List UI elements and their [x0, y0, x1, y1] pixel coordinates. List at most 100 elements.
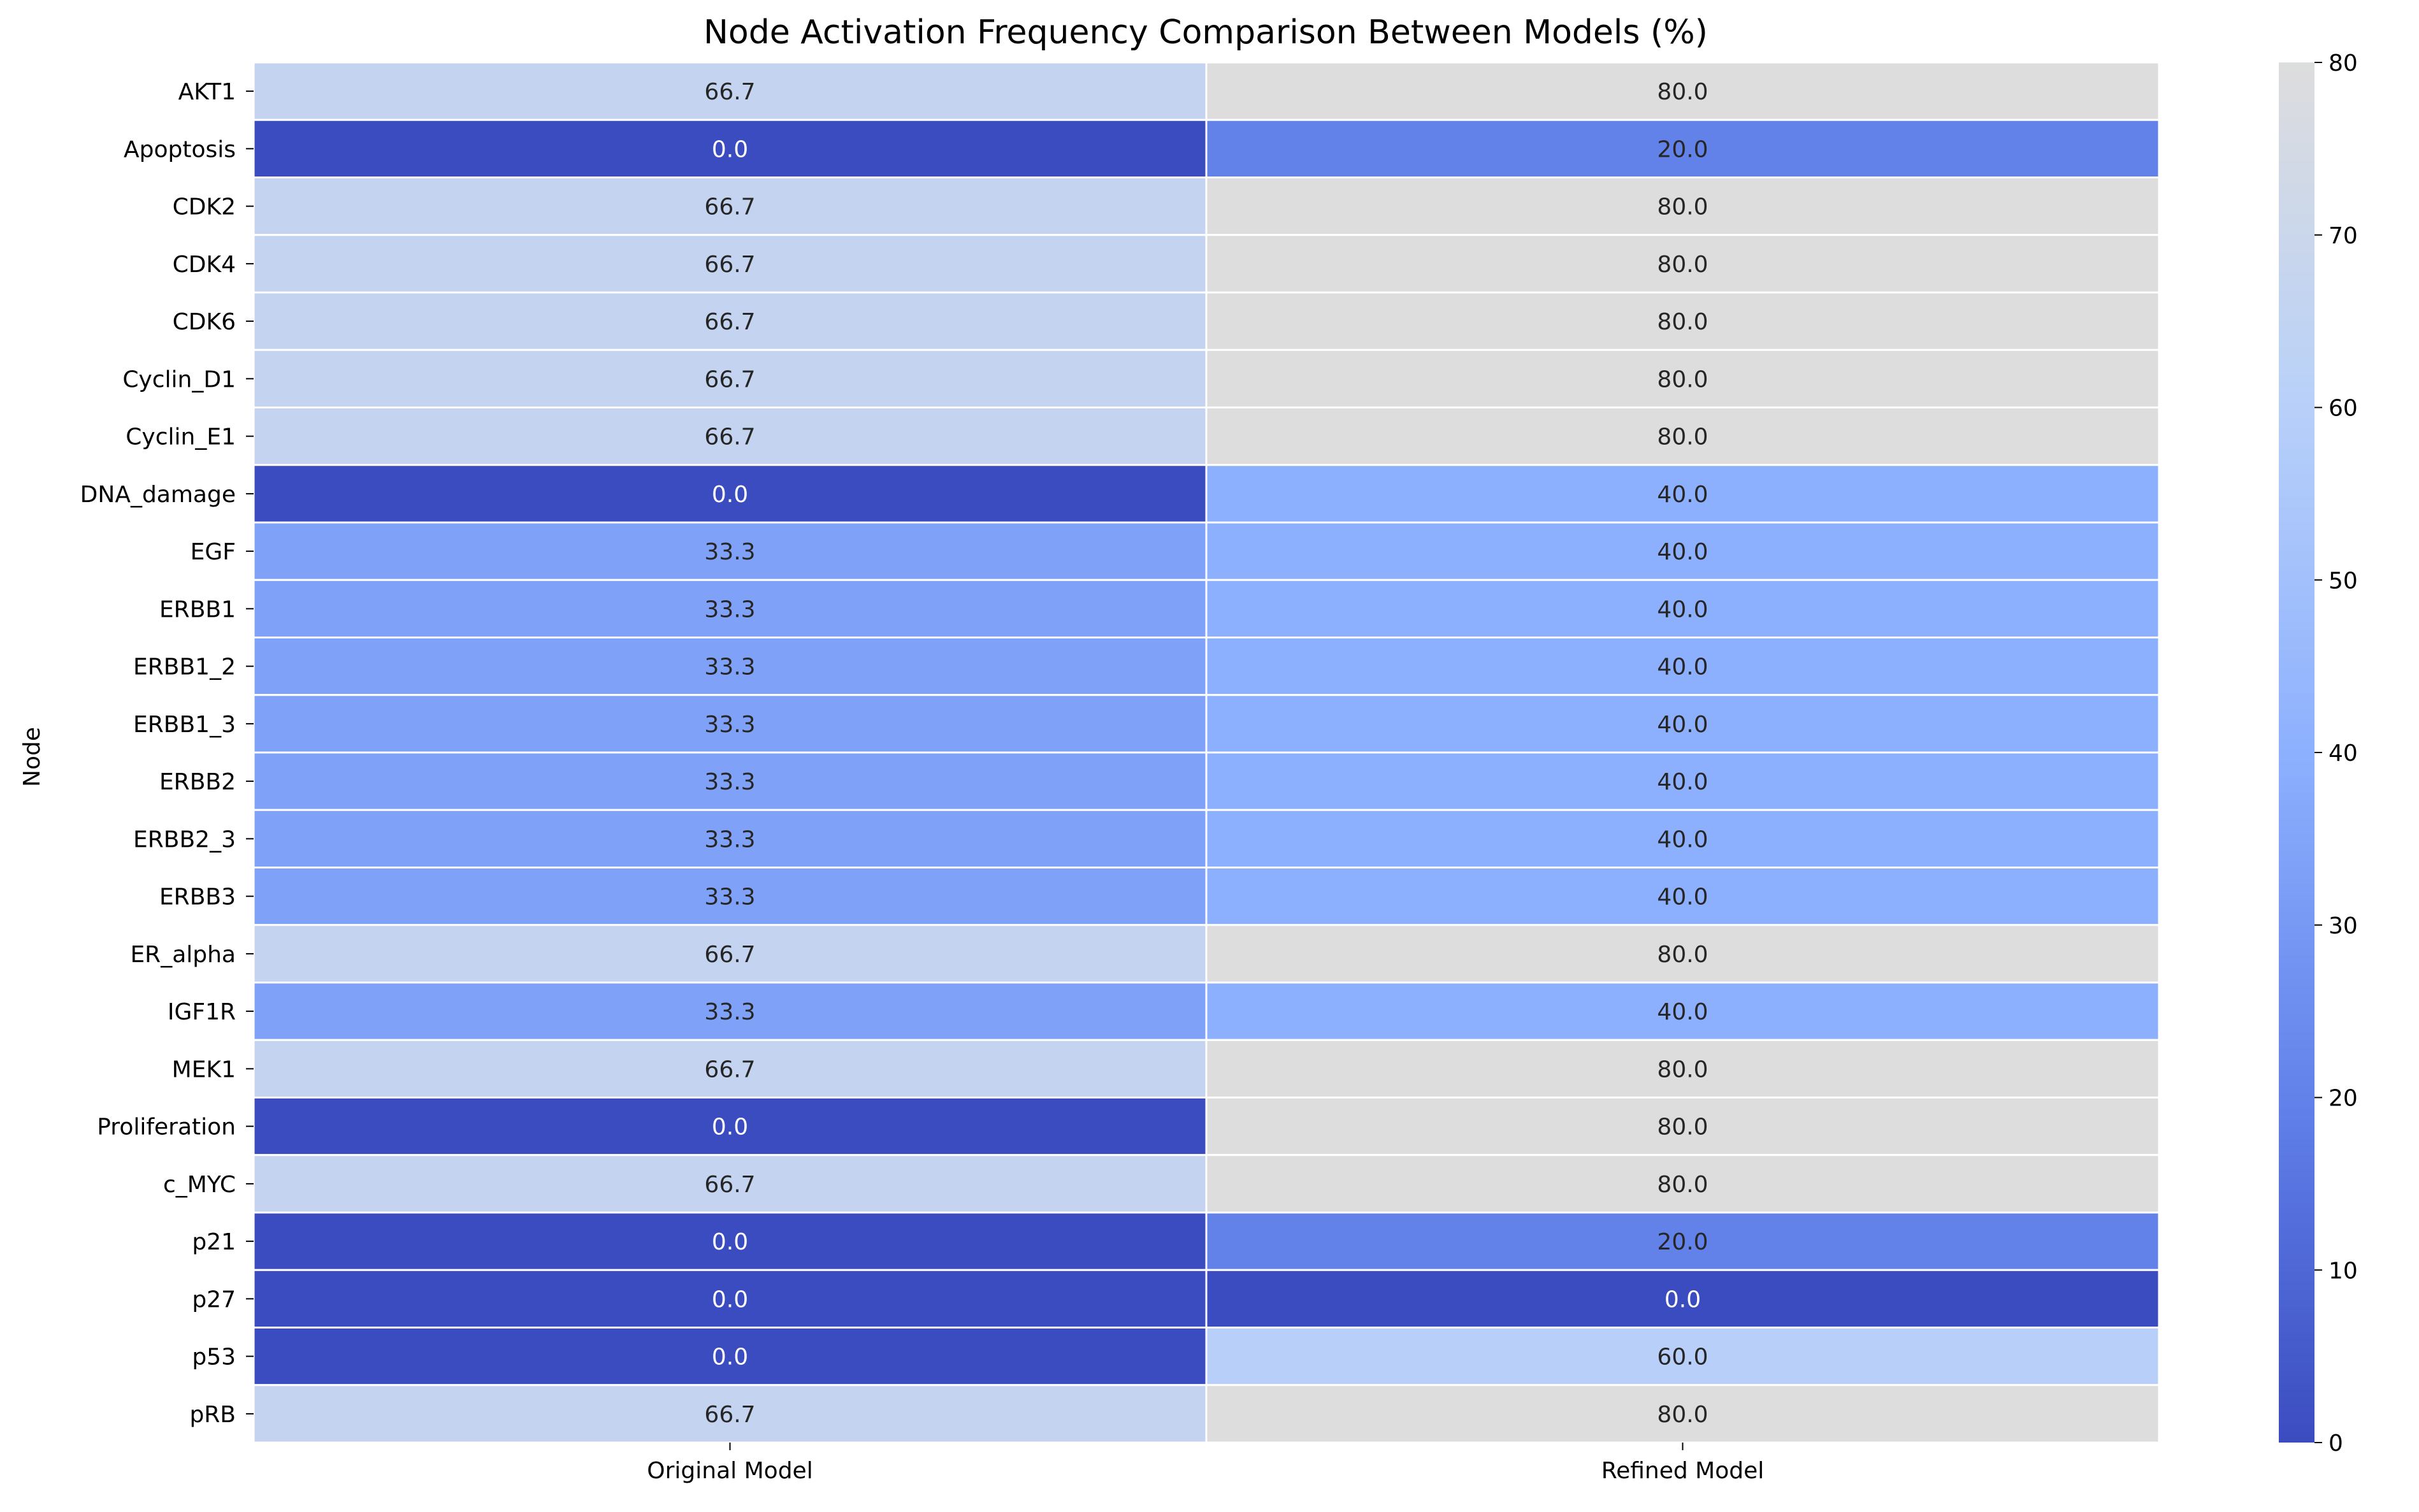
- cell-value-label: 40.0: [1657, 999, 1708, 1025]
- cell-value-label: 40.0: [1657, 596, 1708, 623]
- cell-value-label: 66.7: [704, 1056, 755, 1083]
- x-tick-labels: Original Model Refined Model: [647, 1443, 1764, 1484]
- cell-value-label: 66.7: [704, 252, 755, 278]
- cell-value-label: 0.0: [712, 482, 748, 508]
- y-tick-label: ERBB2_3: [133, 826, 236, 853]
- cell-value-label: 40.0: [1657, 884, 1708, 911]
- cell-value-label: 66.7: [704, 942, 755, 968]
- y-tick-label: IGF1R: [168, 999, 236, 1025]
- y-tick-label: CDK4: [173, 252, 236, 278]
- cell-value-label: 33.3: [704, 769, 755, 795]
- cell-value-label: 33.3: [704, 539, 755, 565]
- y-tick-label: Apoptosis: [124, 136, 236, 162]
- x-tick-label: Original Model: [647, 1458, 812, 1484]
- cell-annotations: 66.7 80.0 0.0 20.0 66.7 80.0 66.7 80.0 66.7 80.0 6…: [704, 79, 1708, 1428]
- cell-value-label: 40.0: [1657, 482, 1708, 508]
- cell-value-label: 80.0: [1657, 366, 1708, 392]
- heatmap-cell: [252, 119, 1208, 178]
- heatmap-cell: [252, 579, 1208, 638]
- heatmap-cell: [252, 1097, 1208, 1156]
- heatmap-cell: [1205, 1384, 2160, 1444]
- y-tick-label: ER_alpha: [130, 942, 236, 968]
- y-tick-label: DNA_damage: [80, 482, 236, 508]
- cell-value-label: 40.0: [1657, 769, 1708, 795]
- cell-value-label: 66.7: [704, 1402, 755, 1428]
- y-tick-label: CDK6: [173, 309, 236, 335]
- y-tick-label: Cyclin_E1: [126, 424, 236, 450]
- cell-value-label: 0.0: [712, 1229, 748, 1255]
- colorbar-tick-label: 60: [2329, 396, 2358, 422]
- heatmap-cells: [252, 61, 2160, 1444]
- colorbar: 0 10 20 30 40 50 60 70 80: [2279, 50, 2358, 1457]
- heatmap-cell: [1205, 579, 2160, 638]
- cell-value-label: 40.0: [1657, 654, 1708, 680]
- heatmap-cell: [252, 809, 1208, 868]
- heatmap-cell: [252, 867, 1208, 926]
- y-tick-label: Proliferation: [97, 1114, 236, 1141]
- cell-value-label: 80.0: [1657, 252, 1708, 278]
- cell-value-label: 80.0: [1657, 424, 1708, 450]
- cell-value-label: 0.0: [1664, 1286, 1701, 1313]
- heatmap-cell: [1205, 809, 2160, 868]
- y-tick-label: ERBB3: [159, 884, 236, 911]
- heatmap-cell: [1205, 291, 2160, 351]
- heatmap-cell: [1205, 521, 2160, 581]
- cell-value-label: 80.0: [1657, 942, 1708, 968]
- cell-value-label: 80.0: [1657, 1402, 1708, 1428]
- heatmap-cell: [1205, 1211, 2160, 1271]
- colorbar-tick-label: 70: [2329, 223, 2358, 249]
- y-tick-label: p21: [192, 1229, 236, 1255]
- cell-value-label: 0.0: [712, 1286, 748, 1313]
- y-tick-labels: AKT1 Apoptosis CDK2 CDK4 CDK6 Cyclin_D1 Cyclin…: [80, 79, 254, 1428]
- cell-value-label: 66.7: [704, 424, 755, 450]
- cell-value-label: 66.7: [704, 1172, 755, 1198]
- colorbar-tick-label: 10: [2329, 1258, 2358, 1284]
- cell-value-label: 0.0: [712, 1344, 748, 1371]
- cell-value-label: 0.0: [712, 1114, 748, 1141]
- cell-value-label: 66.7: [704, 309, 755, 335]
- y-tick-label: Cyclin_D1: [122, 366, 236, 392]
- y-tick-label: ERBB1_2: [133, 654, 236, 680]
- heatmap-cell: [1205, 464, 2160, 524]
- heatmap-cell: [1205, 1154, 2160, 1214]
- heatmap-cell: [252, 694, 1208, 754]
- y-tick-label: ERBB1: [159, 596, 236, 623]
- colorbar-gradient: [2279, 62, 2314, 1443]
- cell-value-label: 80.0: [1657, 79, 1708, 105]
- heatmap-cell: [1205, 1039, 2160, 1098]
- colorbar-tick-label: 40: [2329, 740, 2358, 767]
- heatmap-cell: [252, 1154, 1208, 1214]
- heatmap-cell: [252, 924, 1208, 984]
- colorbar-tick-label: 80: [2329, 50, 2358, 76]
- y-tick-label: MEK1: [172, 1056, 236, 1083]
- cell-value-label: 40.0: [1657, 826, 1708, 853]
- cell-value-label: 66.7: [704, 366, 755, 392]
- y-tick-label: EGF: [191, 539, 236, 565]
- cell-value-label: 33.3: [704, 999, 755, 1025]
- y-tick-label: p27: [192, 1286, 236, 1313]
- cell-value-label: 66.7: [704, 79, 755, 105]
- heatmap-cell: [1205, 1269, 2160, 1328]
- heatmap-cell: [252, 1269, 1208, 1328]
- cell-value-label: 60.0: [1657, 1344, 1708, 1371]
- heatmap-cell: [1205, 61, 2160, 121]
- colorbar-tick-label: 20: [2329, 1086, 2358, 1112]
- heatmap-cell: [252, 637, 1208, 696]
- colorbar-tick-label: 30: [2329, 913, 2358, 939]
- x-tick-label: Refined Model: [1601, 1458, 1765, 1484]
- heatmap-cell: [1205, 867, 2160, 926]
- cell-value-label: 33.3: [704, 654, 755, 680]
- cell-value-label: 33.3: [704, 826, 755, 853]
- cell-value-label: 33.3: [704, 596, 755, 623]
- heatmap-cell: [252, 751, 1208, 811]
- cell-value-label: 80.0: [1657, 309, 1708, 335]
- y-tick-label: p53: [192, 1344, 236, 1371]
- cell-value-label: 20.0: [1657, 136, 1708, 162]
- heatmap-cell: [252, 1327, 1208, 1386]
- heatmap-cell: [252, 61, 1208, 121]
- y-tick-label: CDK2: [173, 194, 236, 220]
- heatmap-cell: [1205, 349, 2160, 408]
- cell-value-label: 33.3: [704, 884, 755, 911]
